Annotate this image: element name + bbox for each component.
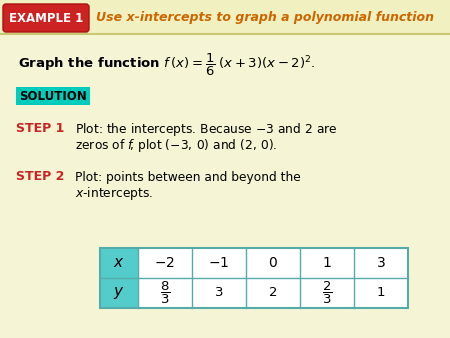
Text: Plot: points between and beyond the: Plot: points between and beyond the	[75, 170, 301, 184]
Text: $3$: $3$	[376, 256, 386, 270]
Text: Graph the function $f\,(x) = \dfrac{1}{6}\;(x + 3)(x - 2)^2.$: Graph the function $f\,(x) = \dfrac{1}{6…	[18, 52, 315, 78]
FancyBboxPatch shape	[3, 4, 89, 32]
Text: SOLUTION: SOLUTION	[19, 90, 87, 102]
Text: $y$: $y$	[113, 285, 125, 301]
Bar	[100, 278, 138, 308]
Text: $1$: $1$	[322, 256, 332, 270]
Text: $x$-intercepts.: $x$-intercepts.	[75, 185, 153, 201]
Bar	[0, 0, 450, 34]
Text: $3$: $3$	[214, 287, 224, 299]
Text: zeros of $f\!$, plot $(-3,\,0)$ and $(2,\,0)$.: zeros of $f\!$, plot $(-3,\,0)$ and $(2,…	[75, 137, 277, 153]
Text: $2$: $2$	[269, 287, 278, 299]
Text: $1$: $1$	[376, 287, 386, 299]
Text: STEP 1: STEP 1	[16, 122, 64, 136]
Text: $0$: $0$	[268, 256, 278, 270]
Text: Use x-intercepts to graph a polynomial function: Use x-intercepts to graph a polynomial f…	[96, 10, 434, 24]
Bar	[100, 248, 138, 278]
Text: $-1$: $-1$	[208, 256, 230, 270]
Bar	[100, 248, 408, 308]
Text: $\dfrac{2}{3}$: $\dfrac{2}{3}$	[322, 280, 332, 306]
Text: Plot: the intercepts. Because $-3$ and $2$ are: Plot: the intercepts. Because $-3$ and $…	[75, 121, 338, 138]
FancyBboxPatch shape	[16, 87, 90, 105]
Text: $x$: $x$	[113, 256, 125, 270]
Text: $-2$: $-2$	[154, 256, 176, 270]
Bar	[100, 248, 408, 308]
Text: STEP 2: STEP 2	[16, 170, 64, 184]
Text: $\dfrac{8}{3}$: $\dfrac{8}{3}$	[160, 280, 170, 306]
Text: EXAMPLE 1: EXAMPLE 1	[9, 11, 83, 24]
